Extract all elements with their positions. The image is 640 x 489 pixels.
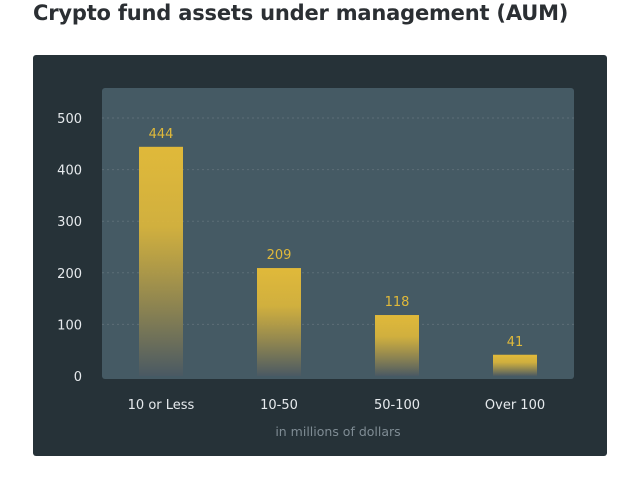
- bar-top-edge: [375, 315, 419, 318]
- x-tick-label: 50-100: [374, 398, 420, 413]
- bar: [139, 146, 183, 376]
- y-tick-label: 0: [74, 370, 82, 385]
- y-tick-label: 500: [57, 112, 82, 127]
- chart-card: 0 100 200 300 400 500 444 10 or Less 209 10-50 118…: [33, 55, 607, 456]
- y-tick-label: 400: [57, 164, 82, 179]
- bar-top-edge: [257, 268, 301, 271]
- page-title: Crypto fund assets under management (AUM…: [33, 1, 569, 25]
- bar-top-edge: [493, 354, 537, 357]
- data-label: 444: [149, 127, 174, 142]
- x-tick-label: 10 or Less: [128, 398, 195, 413]
- y-tick-label: 300: [57, 215, 82, 230]
- bar: [257, 268, 301, 376]
- bar: [375, 315, 419, 376]
- bar-top-edge: [139, 146, 183, 149]
- bar-chart: 0 100 200 300 400 500 444 10 or Less 209 10-50 118…: [57, 88, 574, 439]
- bar: [493, 354, 537, 376]
- x-axis-title: in millions of dollars: [275, 424, 400, 439]
- data-label: 118: [385, 295, 410, 310]
- plot-area: [102, 88, 574, 379]
- y-tick-label: 100: [57, 318, 82, 333]
- data-label: 209: [267, 248, 292, 263]
- x-tick-label: Over 100: [485, 398, 545, 413]
- y-tick-label: 200: [57, 267, 82, 282]
- x-tick-label: 10-50: [260, 398, 298, 413]
- data-label: 41: [507, 335, 524, 350]
